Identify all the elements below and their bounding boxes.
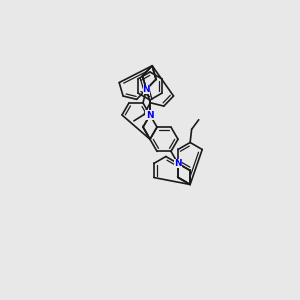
Text: N: N [146, 110, 154, 119]
Text: N: N [142, 85, 150, 94]
Text: N: N [174, 159, 182, 168]
